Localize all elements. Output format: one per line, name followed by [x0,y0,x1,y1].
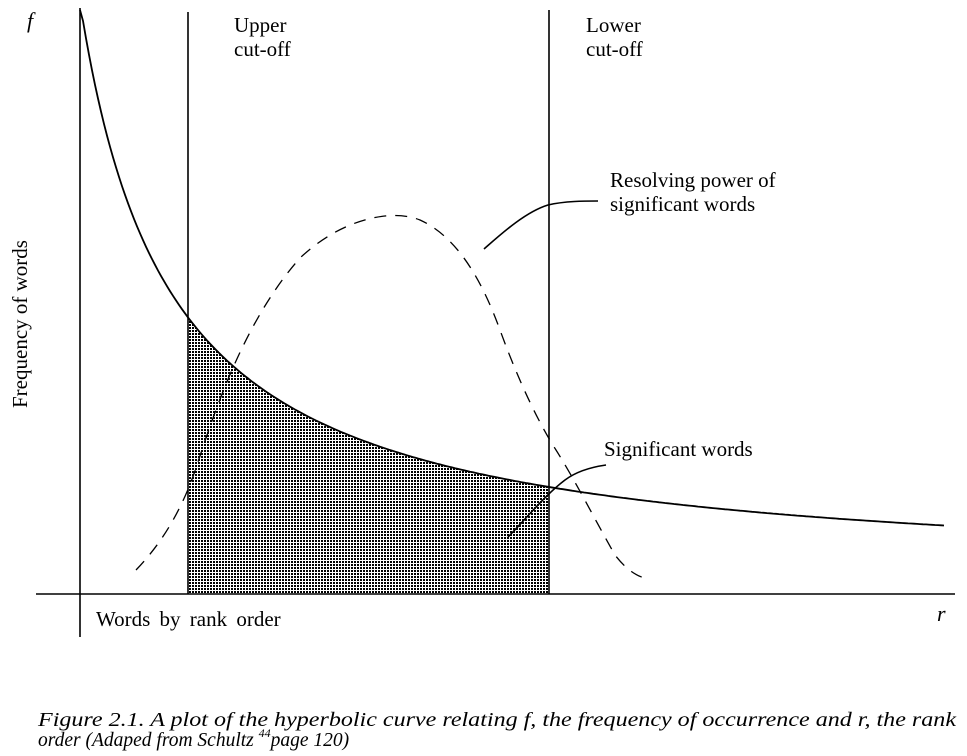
caption-line2: order (Adaped from Schultz 44page 120) [38,726,349,751]
x-axis-label: Words by rank order [96,607,281,631]
resolving-power-label-line1: Resolving power of [610,168,776,192]
upper-cutoff-label-line1: Upper [234,13,286,37]
caption-superscript: 44 [259,726,271,740]
upper-cutoff-label-line2: cut-off [234,37,291,61]
y-axis-letter: f [27,8,36,33]
x-axis-letter: r [937,601,946,626]
lower-cutoff-label-line2: cut-off [586,37,643,61]
significant-words-region [189,318,549,594]
resolving-power-curve [135,214,651,580]
caption-line1: Figure 2.1. A plot of the hyperbolic cur… [37,710,957,731]
significant-words-leader [507,464,607,538]
caption-line2-text: order (Adaped from Schultz [38,730,259,751]
y-axis-label: Frequency of words [8,240,32,408]
caption-line2-tail: page 120) [269,730,350,751]
significant-words-label: Significant words [604,437,753,461]
resolving-power-leader [483,200,599,250]
lower-cutoff-label-line1: Lower [586,13,641,37]
resolving-power-label-line2: significant words [610,192,755,216]
frequency-curve [79,9,945,527]
